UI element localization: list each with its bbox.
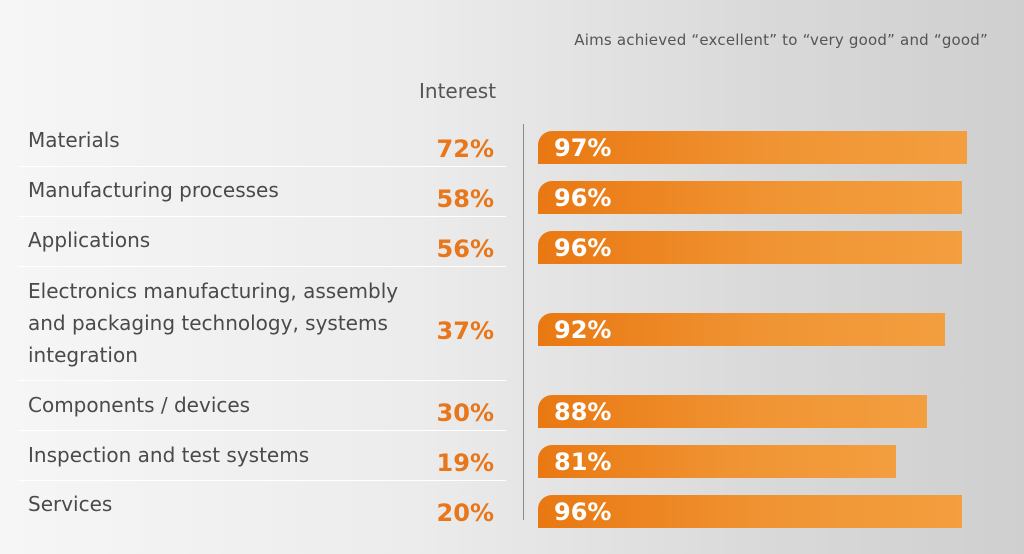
aims-bar: 88% xyxy=(538,395,927,428)
interest-value-label: 20% xyxy=(436,499,494,527)
interest-value-label: 72% xyxy=(436,135,494,163)
aims-bar-value-label: 81% xyxy=(554,448,612,476)
aims-bar-value-label: 92% xyxy=(554,316,612,344)
aims-bar: 81% xyxy=(538,445,896,478)
row-separator xyxy=(18,480,506,481)
aims-bar: 96% xyxy=(538,495,962,528)
category-label-line: Inspection and test systems xyxy=(28,443,310,467)
interest-value-label: 19% xyxy=(436,449,494,477)
aims-bar: 92% xyxy=(538,313,945,346)
category-label: Electronics manufacturing, assembly and p… xyxy=(28,275,398,371)
row-separator xyxy=(18,380,506,381)
aims-bar: 97% xyxy=(538,131,967,164)
row-separator xyxy=(18,166,506,167)
category-label: Inspection and test systems xyxy=(28,439,309,471)
category-label-line: Manufacturing processes xyxy=(28,178,279,202)
interest-column-header: Interest xyxy=(419,79,497,103)
category-label-line: Applications xyxy=(28,228,151,252)
aims-bar: 96% xyxy=(538,231,962,264)
axis-divider-line xyxy=(523,124,524,520)
chart-subtitle: Aims achieved “excellent” to “very good”… xyxy=(574,31,988,49)
category-label: Manufacturing processes xyxy=(28,174,279,206)
category-label: Services xyxy=(28,488,112,520)
category-label: Components / devices xyxy=(28,389,250,421)
category-label-line: Materials xyxy=(28,128,120,152)
aims-bar-value-label: 97% xyxy=(554,134,612,162)
aims-bar-value-label: 96% xyxy=(554,234,612,262)
interest-value-label: 56% xyxy=(436,235,494,263)
row-separator xyxy=(18,216,506,217)
category-label: Applications xyxy=(28,224,150,256)
interest-value-label: 37% xyxy=(436,317,494,345)
category-label: Materials xyxy=(28,124,120,156)
aims-bar: 96% xyxy=(538,181,962,214)
aims-bar-value-label: 88% xyxy=(554,398,612,426)
category-label-line: Electronics manufacturing, assembly xyxy=(28,279,399,303)
interest-value-label: 58% xyxy=(436,185,494,213)
aims-bar-value-label: 96% xyxy=(554,184,612,212)
category-label-line: integration xyxy=(28,343,138,367)
aims-bar-value-label: 96% xyxy=(554,498,612,526)
row-separator xyxy=(18,430,506,431)
interest-value-label: 30% xyxy=(436,399,494,427)
category-label-line: and packaging technology, systems xyxy=(28,311,388,335)
category-label-line: Components / devices xyxy=(28,393,251,417)
row-separator xyxy=(18,266,506,267)
category-label-line: Services xyxy=(28,492,113,516)
